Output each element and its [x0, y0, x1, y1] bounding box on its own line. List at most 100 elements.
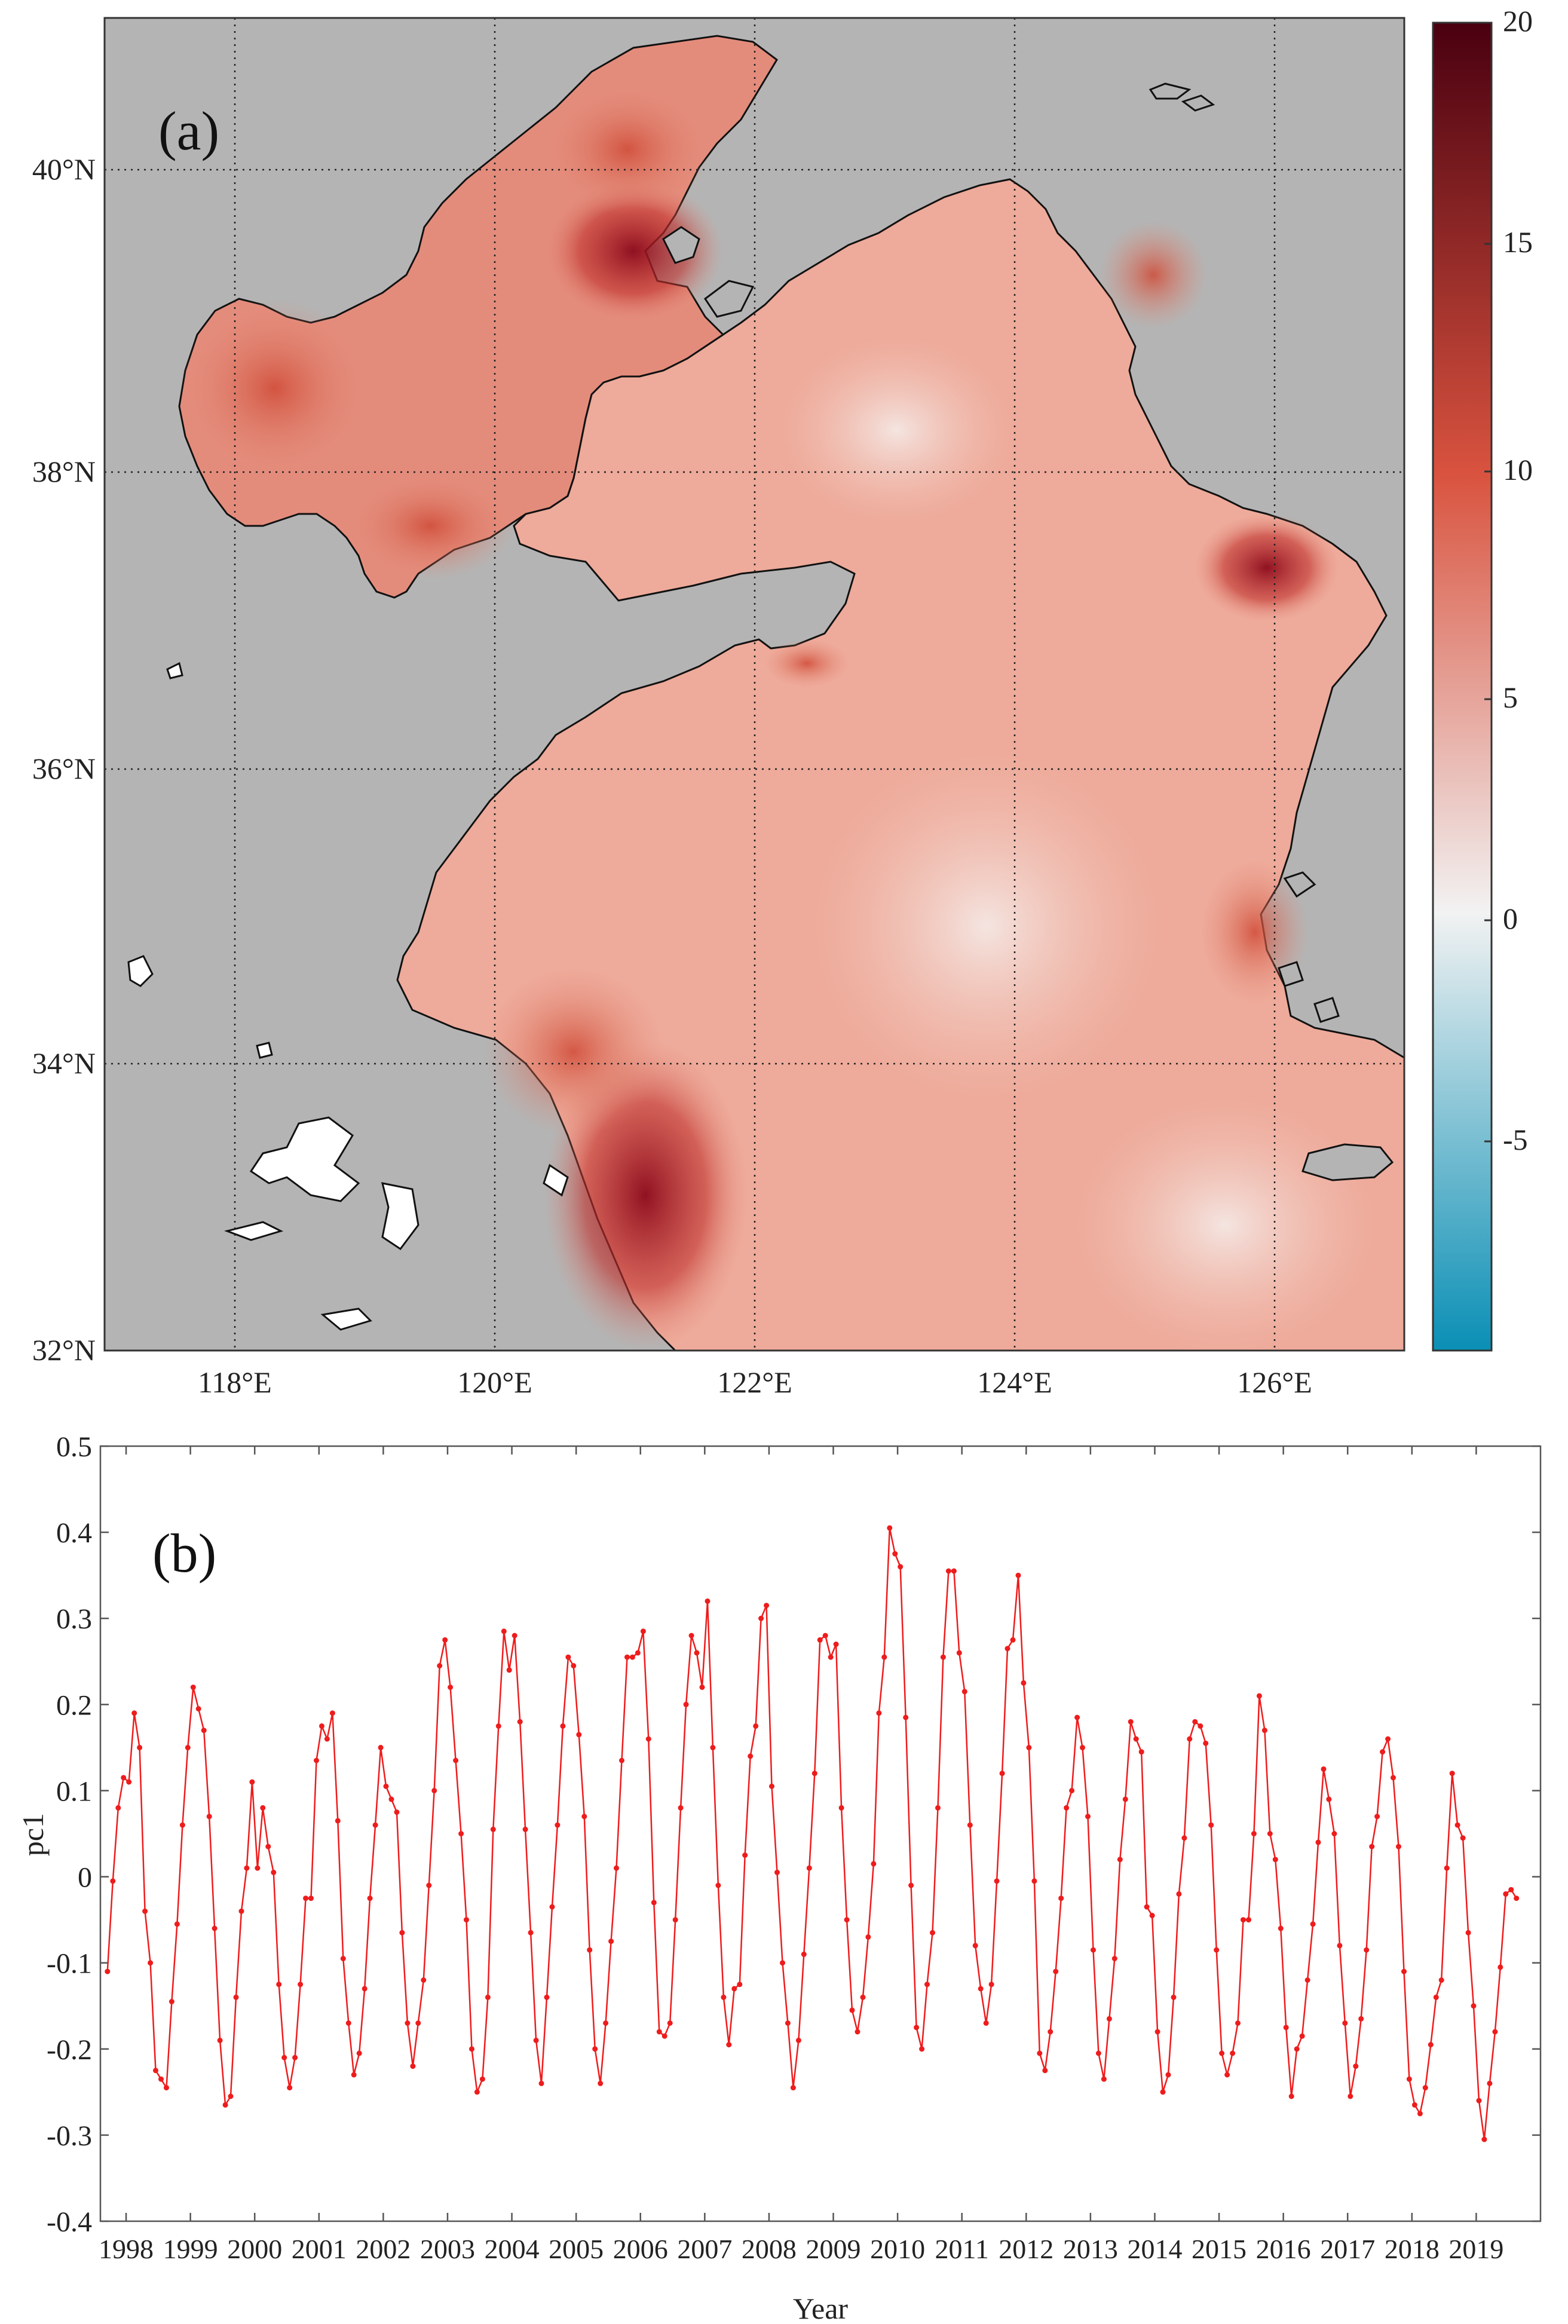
pc1-point [1154, 2029, 1160, 2035]
pc1-point [410, 2063, 416, 2069]
pc1-point [1048, 2029, 1054, 2035]
pc1-point [314, 1757, 319, 1763]
pc1-point [1230, 2050, 1236, 2056]
pc1-point [137, 1744, 143, 1750]
pc1-point [656, 2029, 662, 2035]
pc1-point [1348, 2093, 1353, 2099]
pc1-point [1465, 1930, 1471, 1936]
y-tick-label: 0.4 [56, 1517, 92, 1549]
pc1-point [206, 1814, 212, 1820]
pc1-point [1144, 1904, 1150, 1910]
pc1-point [383, 1783, 389, 1789]
pc1-point [726, 2042, 732, 2048]
pc1-point [228, 2093, 234, 2099]
pc1-point [222, 2102, 228, 2108]
pc1-point [603, 2020, 609, 2026]
map-x-tick-label: 118°E [198, 1365, 272, 1399]
x-tick-label: 2011 [935, 2234, 989, 2264]
pc1-point [898, 1564, 904, 1570]
x-tick-label: 1998 [99, 2234, 154, 2264]
pc1-point [131, 1710, 137, 1716]
pc1-point [892, 1551, 898, 1557]
pc1-point [448, 1685, 454, 1690]
pc1-point [887, 1525, 893, 1531]
pc1-point [105, 1968, 111, 1974]
pc1-point [533, 2037, 539, 2043]
pc1-point [614, 1865, 619, 1871]
pc1-point [683, 1701, 689, 1707]
pc1-point [298, 1982, 304, 1988]
pc1-point [1342, 2020, 1348, 2026]
pc1-point [260, 1805, 266, 1811]
pc1-point [1364, 1947, 1370, 1953]
pc1-point [1358, 2016, 1364, 2022]
pc1-point [1428, 2042, 1434, 2048]
pc1-point [780, 1960, 785, 1966]
pc1-point [1208, 1822, 1214, 1828]
pc1-point [158, 2076, 164, 2082]
pc1-point [367, 1896, 373, 1902]
pc1-point [1101, 2076, 1107, 2082]
pc1-point [1503, 1891, 1509, 1897]
pc1-point [903, 1714, 909, 1720]
pc1-point [528, 1930, 534, 1936]
pc1-point [174, 1921, 180, 1927]
pc1-point [1401, 1968, 1407, 1974]
y-tick-label: 0.2 [56, 1689, 92, 1721]
colorbar-tick-label: 5 [1503, 681, 1518, 714]
plot-b-x-ticks: 1998 1999 2000 2001 2002 2003 2004 2005 2006 2007… [99, 1446, 1503, 2264]
pc1-point [565, 1654, 571, 1660]
pc1-point [635, 1650, 641, 1656]
pc1-point [1272, 1857, 1278, 1863]
pc1-point [1037, 2050, 1043, 2056]
pc1-point [640, 1628, 646, 1634]
pc1-point [121, 1775, 127, 1781]
pc1-point [951, 1568, 957, 1574]
x-tick-label: 2019 [1448, 2234, 1503, 2264]
x-tick-label: 2000 [227, 2234, 282, 2264]
pc1-point [453, 1757, 459, 1763]
pc1-point [217, 2037, 223, 2043]
pc1-point [811, 1771, 817, 1777]
y-tick-label: -0.3 [47, 2120, 92, 2152]
pc1-point [961, 1689, 967, 1695]
pc1-point [212, 1925, 218, 1931]
pc1-point [1138, 1749, 1144, 1755]
pc1-point [1417, 2111, 1423, 2117]
pc1-point [1198, 1723, 1203, 1729]
pc1-point [276, 1982, 282, 1988]
pc1-point [1165, 2072, 1171, 2078]
map-y-tick-label: 40°N [32, 152, 96, 186]
pc1-point [1391, 1775, 1396, 1781]
pc1-point [1074, 1714, 1080, 1720]
pc1-point [1337, 1943, 1343, 1949]
pc1-point [1251, 1831, 1257, 1836]
pc1-point [233, 1994, 239, 2000]
pc1-point [1133, 1736, 1139, 1742]
pc1-point [715, 1882, 721, 1888]
pc1-point [1117, 1857, 1123, 1863]
pc1-point [855, 2029, 860, 2035]
y-tick-label: 0.1 [56, 1775, 92, 1807]
pc1-point [1042, 2068, 1048, 2074]
pc1-point [474, 2089, 480, 2095]
pc1-point [1246, 1917, 1251, 1923]
pc1-point [271, 1869, 277, 1875]
pc1-point [1241, 1917, 1246, 1923]
pc1-point [469, 2046, 474, 2052]
pc1-point [1021, 1680, 1027, 1686]
pc1-point [822, 1633, 828, 1639]
pc1-point [399, 1930, 405, 1936]
pc1-point [1160, 2089, 1166, 2095]
pc1-point [1171, 1994, 1177, 2000]
pc1-point [1091, 1947, 1096, 1953]
pc1-point [624, 1654, 630, 1660]
pc1-point [694, 1650, 700, 1656]
x-tick-label: 2018 [1385, 2234, 1440, 2264]
pc1-point [437, 1663, 443, 1668]
pc1-point [1192, 1719, 1198, 1725]
panel-a-map: (a) 118°E 120°E 122°E 124°E 126°E 40°N 3… [32, 4, 1533, 1399]
pc1-point [764, 1603, 770, 1609]
map-y-ticks: 40°N 38°N 36°N 34°N 32°N [32, 152, 96, 1367]
pc1-point [292, 2054, 298, 2060]
